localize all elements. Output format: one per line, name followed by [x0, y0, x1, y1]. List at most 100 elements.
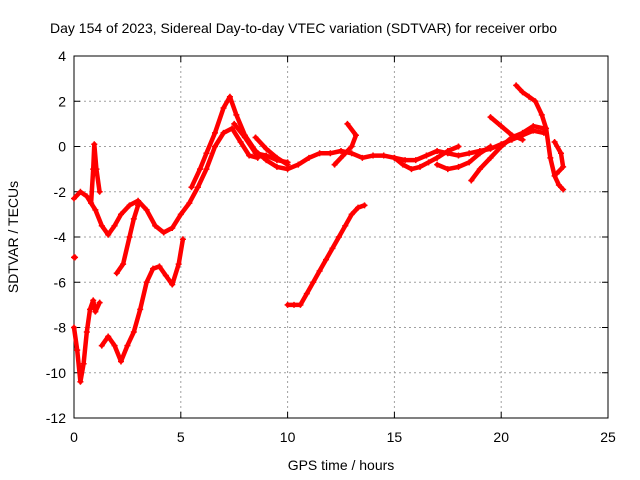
data-point — [399, 161, 406, 168]
data-point — [560, 163, 567, 170]
data-point — [194, 184, 201, 191]
data-point — [338, 148, 344, 155]
data-point — [305, 154, 312, 161]
data-point — [284, 161, 291, 168]
data-point — [476, 150, 483, 157]
data-point — [297, 301, 304, 308]
data-point — [211, 143, 218, 150]
data-point — [88, 200, 95, 207]
data-point — [340, 152, 347, 159]
data-point — [126, 234, 133, 240]
data-point — [92, 308, 99, 315]
y-tick-label: -12 — [46, 410, 66, 426]
data-point — [361, 202, 368, 209]
data-point — [186, 200, 193, 207]
data-point — [434, 161, 441, 168]
y-tick-label: 0 — [58, 139, 66, 155]
data-point — [532, 98, 539, 105]
data-point — [83, 329, 90, 336]
data-point — [143, 279, 150, 286]
data-point — [117, 358, 124, 365]
data-point — [487, 154, 494, 161]
y-axis-label: SDTVAR / TECUs — [5, 181, 21, 293]
data-point — [352, 132, 359, 139]
x-tick-label: 15 — [387, 429, 403, 445]
data-point — [246, 152, 253, 159]
data-point — [425, 159, 432, 166]
data-point — [380, 152, 387, 159]
data-point — [71, 195, 77, 202]
data-point — [226, 93, 233, 100]
x-tick-label: 20 — [493, 429, 509, 445]
data-point — [98, 222, 105, 229]
data-point — [126, 202, 133, 209]
data-point — [231, 120, 238, 127]
data-point — [444, 166, 451, 173]
y-tick-label: 4 — [58, 48, 66, 64]
series-track-10 — [332, 121, 359, 167]
data-point — [162, 272, 169, 279]
data-point — [83, 193, 90, 200]
data-point — [105, 333, 112, 340]
data-point — [177, 211, 184, 218]
data-point — [455, 163, 462, 170]
chart-title: Day 154 of 2023, Sidereal Day-to-day VTE… — [50, 20, 557, 36]
series-track-8 — [253, 135, 290, 167]
data-point — [90, 297, 97, 304]
data-point — [211, 129, 218, 136]
data-point — [487, 143, 494, 150]
data-point — [72, 254, 79, 261]
data-point — [543, 125, 550, 132]
data-point — [487, 114, 494, 121]
data-point — [323, 256, 330, 263]
data-point — [96, 188, 103, 195]
data-point — [77, 378, 84, 385]
data-point — [519, 129, 526, 136]
data-point — [284, 301, 291, 308]
data-point — [220, 105, 227, 112]
data-point — [444, 148, 451, 155]
data-point — [179, 236, 186, 243]
data-point — [417, 163, 424, 170]
data-point — [370, 152, 377, 159]
data-point — [547, 154, 554, 161]
data-point — [71, 324, 77, 331]
data-point — [348, 143, 355, 150]
data-point — [105, 231, 112, 238]
data-point — [455, 143, 462, 150]
data-point — [150, 265, 157, 272]
data-point — [87, 306, 94, 313]
data-point — [169, 224, 176, 231]
series-track-4 — [99, 237, 186, 364]
data-point — [348, 211, 355, 218]
x-tick-label: 10 — [280, 429, 296, 445]
x-tick-label: 5 — [177, 429, 185, 445]
data-point — [329, 245, 336, 252]
data-point — [538, 111, 545, 118]
data-point — [130, 329, 137, 336]
data-point — [220, 129, 227, 136]
data-point — [98, 342, 105, 349]
data-point — [113, 270, 120, 277]
data-point — [93, 166, 100, 173]
data-point — [342, 222, 349, 229]
data-point — [553, 170, 560, 177]
data-point — [498, 143, 505, 150]
data-point — [273, 154, 280, 161]
series-track-9 — [285, 203, 367, 308]
data-point — [391, 154, 398, 161]
data-point — [519, 89, 526, 96]
y-tick-label: -10 — [46, 365, 66, 381]
y-tick-label: -8 — [54, 320, 67, 336]
data-point — [303, 290, 310, 297]
data-point — [291, 301, 298, 308]
data-point — [252, 150, 259, 157]
data-point — [476, 166, 483, 173]
y-tick-label: 2 — [58, 93, 66, 109]
data-point — [316, 267, 323, 274]
data-point — [169, 281, 176, 288]
data-point — [525, 93, 532, 100]
data-point — [273, 163, 280, 170]
data-point — [402, 157, 409, 164]
data-point — [466, 159, 473, 166]
